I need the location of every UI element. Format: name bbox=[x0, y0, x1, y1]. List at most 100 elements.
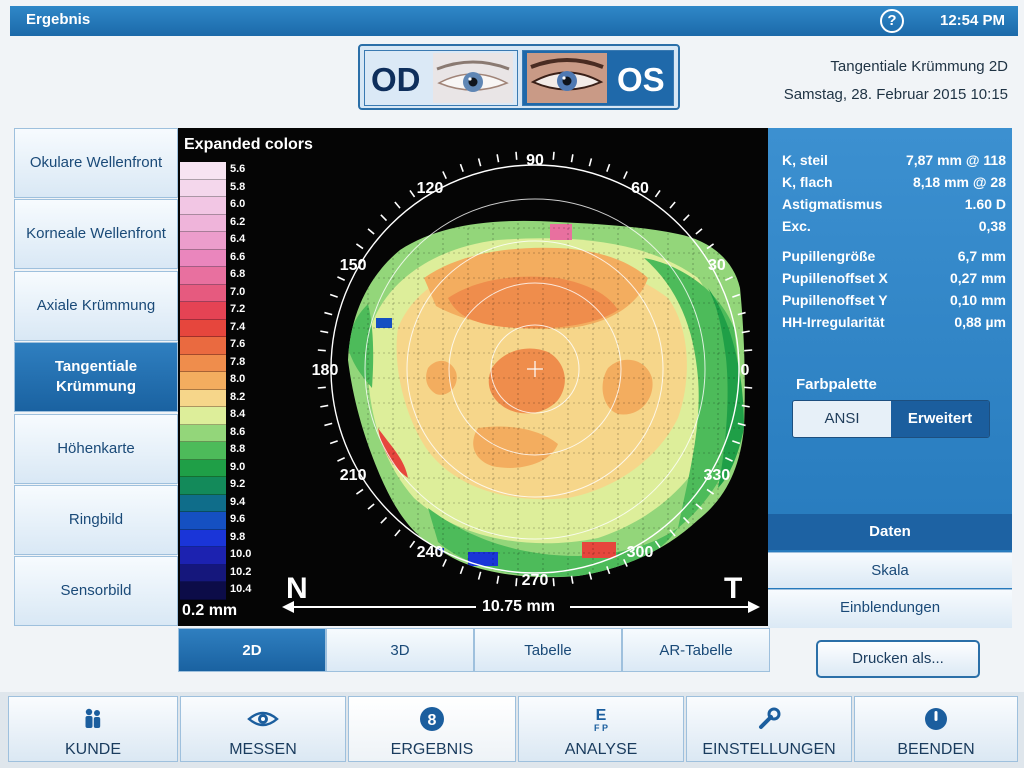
color-scale-title: Expanded colors bbox=[184, 136, 313, 153]
scale-entry: 6.6 bbox=[180, 249, 245, 267]
scale-swatch bbox=[180, 319, 226, 337]
data-button[interactable]: Daten bbox=[768, 514, 1012, 550]
scale-entry: 6.8 bbox=[180, 267, 245, 285]
scale-entry: 10.4 bbox=[180, 582, 251, 600]
scale-value: 6.6 bbox=[230, 250, 246, 263]
view-tab-3d[interactable]: 3D bbox=[326, 628, 474, 672]
angle-label: 180 bbox=[312, 362, 339, 379]
print-as-button[interactable]: Drucken als... bbox=[816, 640, 980, 678]
scale-value: 9.0 bbox=[230, 460, 246, 473]
scale-swatch bbox=[180, 529, 226, 547]
scale-value: 6.0 bbox=[230, 198, 246, 210]
map-type-title: Tangentiale Krümmung 2D bbox=[830, 58, 1008, 75]
overlays-button[interactable]: Einblendungen bbox=[768, 589, 1012, 628]
topography-map: Expanded colors 5.6 5.8 6.0 6.2 6.4 6.6 6.8 7.0… bbox=[178, 128, 768, 626]
view-tab-tabelle[interactable]: Tabelle bbox=[474, 628, 622, 672]
parameter-row: K, flach 8,18 mm @ 28 bbox=[782, 174, 1006, 194]
help-icon[interactable]: ? bbox=[880, 9, 904, 33]
scale-value: 6.2 bbox=[230, 215, 246, 228]
nav-item-korneale-wellenfront[interactable]: Korneale Wellenfront bbox=[14, 199, 178, 270]
view-tab-2d[interactable]: 2D bbox=[178, 628, 326, 672]
angle-label: 90 bbox=[526, 152, 544, 169]
palette-ansi-button[interactable]: ANSI bbox=[793, 401, 891, 437]
scale-swatch bbox=[180, 249, 226, 267]
eye-od-button[interactable]: OD bbox=[364, 50, 518, 106]
scale-swatch bbox=[180, 197, 226, 215]
nav-einstellungen-button[interactable]: EINSTELLUNGEN bbox=[686, 696, 852, 762]
scale-swatch bbox=[180, 547, 226, 565]
left-eye-icon bbox=[527, 53, 607, 103]
scale-entry: 6.4 bbox=[180, 232, 245, 250]
parameter-value: 6,7 mm bbox=[957, 248, 1006, 264]
parameter-value: 7,87 mm @ 118 bbox=[905, 152, 1006, 168]
scale-entry: 8.8 bbox=[180, 442, 245, 460]
scale-value: 9.2 bbox=[230, 478, 246, 490]
parameter-row: Exc. 0,38 bbox=[782, 218, 1006, 238]
scale-entry: 5.8 bbox=[180, 179, 245, 197]
nav-beenden-button[interactable]: BEENDEN bbox=[854, 696, 1018, 762]
nav-item-tangentiale-kruemmung[interactable]: Tangentiale Krümmung bbox=[14, 342, 178, 413]
scale-entry: 7.0 bbox=[180, 284, 245, 302]
scale-swatch bbox=[180, 459, 226, 477]
angle-label: 210 bbox=[340, 467, 367, 484]
scale-step: 0.2 mm bbox=[182, 602, 238, 619]
nav-button-label: ERGEBNIS bbox=[390, 741, 474, 758]
scale-value: 9.6 bbox=[230, 513, 246, 525]
parameter-label: Pupillenoffset X bbox=[782, 270, 888, 286]
svg-text:8: 8 bbox=[428, 712, 437, 729]
scale-swatch bbox=[180, 179, 226, 197]
parameter-value: 1.60 D bbox=[964, 196, 1006, 212]
angle-label: 330 bbox=[704, 467, 731, 484]
nav-ergebnis-button[interactable]: 8 ERGEBNIS bbox=[348, 696, 516, 762]
scale-entry: 9.2 bbox=[180, 477, 245, 495]
eye-os-button[interactable]: OS bbox=[522, 50, 674, 106]
nav-button-label: ANALYSE bbox=[564, 741, 638, 758]
scale-entry: 8.0 bbox=[180, 372, 245, 390]
nav-item-hoehenkarte[interactable]: Höhenkarte bbox=[14, 413, 178, 484]
nav-messen-button[interactable]: MESSEN bbox=[180, 696, 346, 762]
temporal-label: T bbox=[724, 572, 743, 605]
nav-item-label: Ringbild bbox=[68, 511, 124, 528]
scale-button[interactable]: Skala bbox=[768, 552, 1012, 588]
window-title: Ergebnis bbox=[26, 11, 91, 28]
scale-entry: 10.0 bbox=[180, 547, 251, 565]
scale-value: 7.0 bbox=[230, 285, 246, 298]
scale-entry: 9.0 bbox=[180, 459, 245, 477]
nav-item-axiale-kruemmung[interactable]: Axiale Krümmung bbox=[14, 270, 178, 341]
scale-swatch bbox=[180, 267, 226, 285]
view-tab-ar-tabelle[interactable]: AR-Tabelle bbox=[622, 628, 770, 672]
scale-swatch bbox=[180, 372, 226, 390]
nav-item-label: Korneale Wellenfront bbox=[26, 225, 166, 243]
scale-swatch bbox=[180, 162, 226, 180]
parameter-label: Pupillengröße bbox=[782, 248, 876, 264]
nav-item-okulare-wellenfront[interactable]: Okulare Wellenfront bbox=[14, 128, 178, 198]
nav-item-ringbild[interactable]: Ringbild bbox=[14, 485, 178, 555]
parameter-label: Astigmatismus bbox=[782, 196, 883, 212]
main-nav-bar: KUNDE MESSEN 8 ERGEBNIS E F P ANALYSE EINSTELLU… bbox=[0, 692, 1024, 768]
palette-extended-button[interactable]: Erweitert bbox=[891, 401, 989, 437]
nav-kunde-button[interactable]: KUNDE bbox=[8, 696, 178, 762]
scale-value: 9.4 bbox=[230, 495, 246, 508]
parameter-value: 0,38 bbox=[978, 218, 1006, 234]
clock: 12:54 PM bbox=[940, 12, 1006, 29]
scale-entry: 8.2 bbox=[180, 389, 245, 407]
right-eye-icon bbox=[433, 53, 513, 103]
wrench-icon bbox=[687, 705, 851, 733]
angle-label: 60 bbox=[631, 180, 649, 197]
data-panel: K, steil 7,87 mm @ 118 K, flach 8,18 mm @ 2… bbox=[768, 128, 1012, 628]
parameter-label: Pupillenoffset Y bbox=[782, 292, 888, 308]
scale-swatch bbox=[180, 512, 226, 530]
palette-toggle: ANSI Erweitert bbox=[792, 400, 990, 438]
scale-value: 7.2 bbox=[230, 303, 246, 315]
scale-swatch bbox=[180, 354, 226, 372]
scale-value: 10.0 bbox=[230, 548, 252, 560]
scale-value: 6.4 bbox=[230, 233, 246, 245]
scale-value: 10.2 bbox=[230, 565, 252, 578]
nav-item-sensorbild[interactable]: Sensorbild bbox=[14, 556, 178, 627]
people-icon bbox=[9, 705, 177, 733]
parameter-row: Astigmatismus 1.60 D bbox=[782, 196, 1006, 216]
scale-swatch bbox=[180, 582, 226, 600]
parameter-row: Pupillengröße 6,7 mm bbox=[782, 248, 1006, 268]
